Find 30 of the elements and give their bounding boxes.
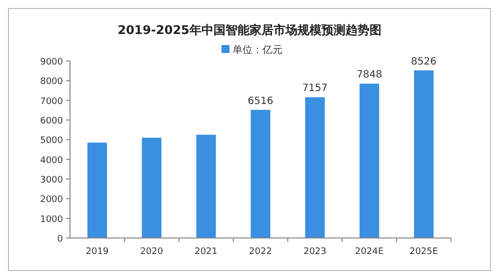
- y-tick-label: 1000: [40, 214, 64, 225]
- bar: [142, 138, 162, 238]
- bar: [360, 84, 380, 238]
- y-tick-label: 6000: [40, 116, 64, 126]
- chart-title: 2019-2025年中国智能家居市场规模预测趋势图: [118, 23, 382, 37]
- y-tick-label: 8000: [40, 77, 64, 88]
- legend-label: 单位：亿元: [232, 44, 282, 56]
- y-tick-label: 3000: [40, 176, 64, 186]
- x-tick-label: 2024E: [355, 247, 384, 257]
- x-tick-label: 2022: [249, 247, 272, 257]
- x-tick-label: 2021: [194, 247, 218, 257]
- bar: [196, 134, 216, 238]
- y-tick-label: 5000: [40, 136, 64, 146]
- y-tick-label: 0: [57, 234, 64, 244]
- data-label: 7848: [356, 70, 382, 81]
- y-tick-label: 4000: [40, 156, 64, 166]
- data-label: 7157: [302, 83, 328, 94]
- bar: [87, 142, 108, 238]
- data-label: 6516: [248, 96, 274, 107]
- x-tick-label: 2023: [303, 247, 326, 257]
- x-tick-label: 2019: [86, 247, 109, 257]
- y-tick-label: 9000: [40, 58, 64, 68]
- bar: [305, 97, 325, 238]
- x-tick-label: 2020: [140, 247, 164, 257]
- y-tick-label: 2000: [40, 195, 64, 206]
- y-tick-label: 7000: [40, 96, 64, 107]
- data-label: 8526: [411, 56, 437, 68]
- bar: [250, 110, 270, 238]
- x-tick-label: 2025E: [409, 247, 438, 257]
- bar: [414, 70, 434, 238]
